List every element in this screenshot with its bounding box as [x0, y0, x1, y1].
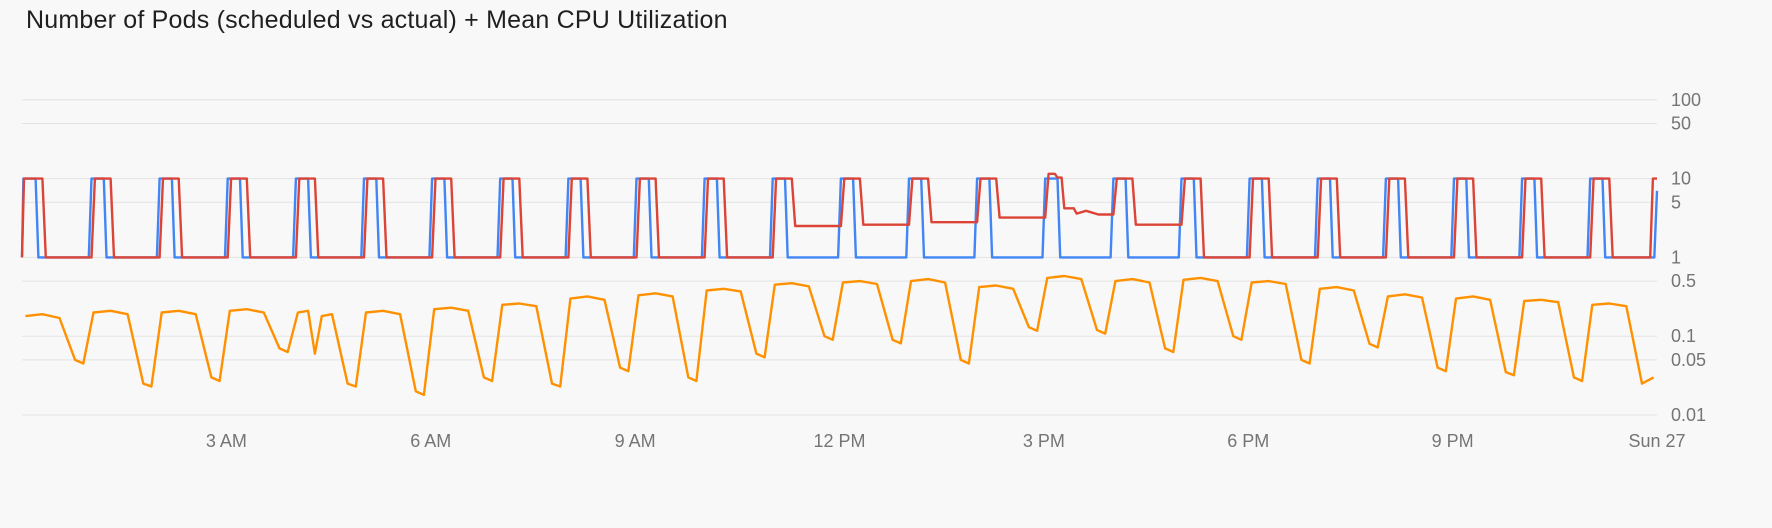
y-axis-tick-label: 0.1	[1671, 326, 1696, 346]
series-line-pods-scheduled[interactable]	[20, 177, 1659, 259]
x-axis-tick-label: 6 AM	[410, 431, 451, 451]
x-axis-tick-label: 3 AM	[206, 431, 247, 451]
y-axis-tick-label: 0.5	[1671, 271, 1696, 291]
y-axis-tick-label: 50	[1671, 114, 1691, 134]
x-axis-tick-label: 9 AM	[615, 431, 656, 451]
y-axis-tick-label: 1	[1671, 247, 1681, 267]
y-axis-tick-label: 10	[1671, 169, 1691, 189]
x-axis-tick-label: Sun 27	[1628, 431, 1685, 451]
x-axis-tick-label: 6 PM	[1227, 431, 1269, 451]
series-line-mean-cpu-utilization[interactable]	[25, 274, 1655, 397]
x-axis-tick-label: 12 PM	[813, 431, 865, 451]
series-line-pods-actual[interactable]	[20, 172, 1657, 259]
x-axis-tick-label: 9 PM	[1432, 431, 1474, 451]
y-axis-tick-label: 0.05	[1671, 350, 1706, 370]
x-axis-tick-label: 3 PM	[1023, 431, 1065, 451]
y-axis-tick-label: 5	[1671, 192, 1681, 212]
y-axis-tick-label: 0.01	[1671, 405, 1706, 425]
y-axis-tick-label: 100	[1671, 90, 1701, 110]
